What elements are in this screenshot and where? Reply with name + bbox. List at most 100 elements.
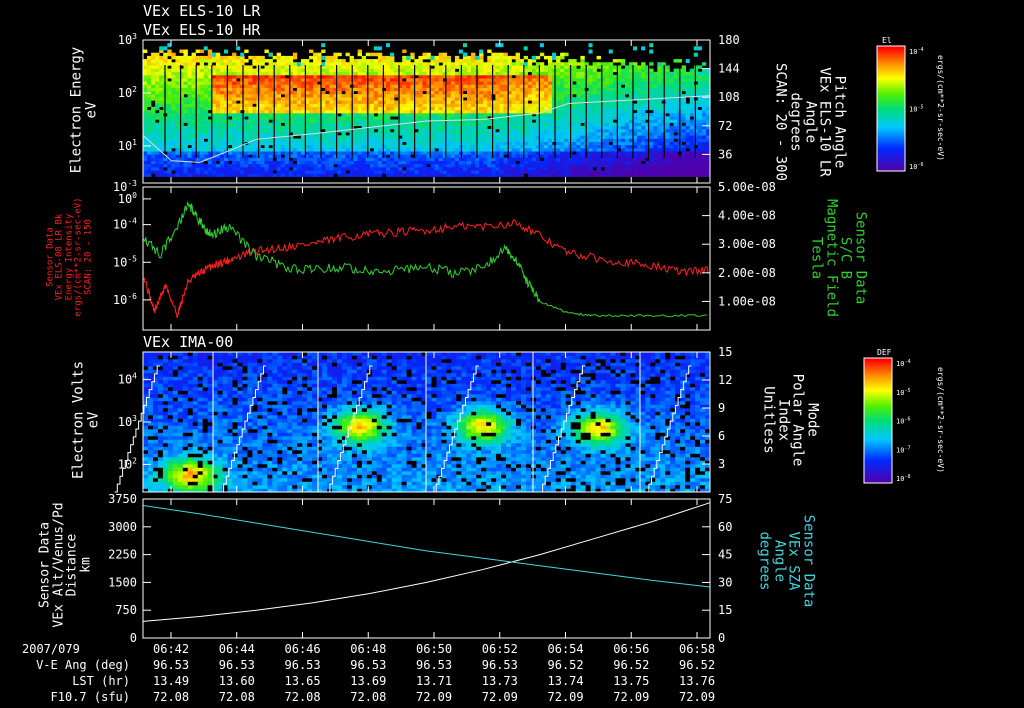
panel3-sweep-line <box>646 365 692 493</box>
panel4-ylabel: Sensor Data VEx Alt/Venus/Pd Distance km <box>37 502 94 628</box>
panel3-right-label: Mode Polar Angle Index Unitless <box>760 373 821 467</box>
panel2-rtick-label: 2.00e-08 <box>718 266 776 280</box>
eph-value: 96.53 <box>284 658 321 672</box>
panel3-title: VEx IMA-00 <box>143 333 234 351</box>
panel3-sweep-line <box>433 365 479 493</box>
colorbar1 <box>876 45 906 172</box>
panel4-ytick-label: 1500 <box>108 575 137 589</box>
panel1-rtick-label: 108 <box>718 90 740 104</box>
panel4-rtick-label: 0 <box>718 631 725 645</box>
panel2-ytick-label: 10-6 <box>113 292 137 307</box>
eph-row-label: LST (hr) <box>72 674 130 688</box>
eph-row-label: V-E Ang (deg) <box>36 658 130 672</box>
panel1-ytick-label: 103 <box>118 32 137 47</box>
colorbar3-unit: ergs/(cm**2-sr-sec-eV) <box>936 367 946 473</box>
panel1-rtick-label: 144 <box>718 62 740 76</box>
colorbar1-title: El <box>882 36 892 45</box>
panel4-rtick-label: 45 <box>718 548 732 562</box>
panel4-rtick-label: 75 <box>718 492 732 506</box>
eph-value: 96.53 <box>350 658 387 672</box>
colorbar3-tick: 10-8 <box>896 474 910 483</box>
colorbar3-tick: 10-4 <box>896 359 910 368</box>
eph-value: 96.52 <box>547 658 584 672</box>
panel1-right-label: Pitch Angle VEx ELS-10 LR Angle degrees SC… <box>772 62 848 182</box>
panel3-rtick-label: 9 <box>718 401 725 415</box>
panel4-ytick-label: 750 <box>115 603 137 617</box>
eph-value: 72.08 <box>284 690 321 704</box>
panel2-ytick-label: 10-4 <box>113 217 137 232</box>
panel1-ylabel: Electron Energy eV <box>68 46 99 174</box>
colorbar1-tick: 10-5 <box>909 105 923 114</box>
panel4-rtick-label: 30 <box>718 575 732 589</box>
panel2-rtick-label: 1.00e-08 <box>718 294 776 308</box>
panel1-frame <box>142 39 711 184</box>
eph-value: 13.69 <box>350 674 387 688</box>
eph-time: 06:54 <box>547 642 584 656</box>
eph-time: 06:44 <box>218 642 255 656</box>
eph-time: 06:46 <box>284 642 321 656</box>
panel2-rtick-label: 3.00e-08 <box>718 237 776 251</box>
eph-value: 96.52 <box>679 658 716 672</box>
panel2-ytick-label: 10-5 <box>113 254 137 269</box>
eph-time: 06:58 <box>679 642 716 656</box>
panel3-sweep-line <box>327 365 373 493</box>
panel4-ytick-label: 2250 <box>108 548 137 562</box>
eph-time: 06:48 <box>350 642 387 656</box>
panel1-pitch-line <box>142 95 711 163</box>
panel3-sweep-line <box>114 365 160 493</box>
panel2-series-line <box>142 219 709 319</box>
colorbar3-title: DEF <box>877 348 892 357</box>
panel3-rtick-label: 3 <box>718 457 725 471</box>
colorbar1-tick: 10-6 <box>909 162 923 171</box>
eph-time: 06:50 <box>416 642 453 656</box>
colorbar1-tick: 10-4 <box>909 47 923 56</box>
panel4-frame <box>142 498 711 639</box>
colorbar3 <box>863 357 893 484</box>
eph-value: 13.76 <box>679 674 716 688</box>
eph-time: 06:42 <box>153 642 190 656</box>
panel2-ylabel: Sensor Data VEx ELS-08 LR Bk Energy Inten… <box>45 197 94 317</box>
panel3-rtick-label: 6 <box>718 429 725 443</box>
panel1-ytick-label: 101 <box>118 138 137 153</box>
eph-value: 13.65 <box>284 674 321 688</box>
eph-value: 13.49 <box>153 674 190 688</box>
panel3-ytick-label: 104 <box>118 372 137 387</box>
panel3-ytick-label: 102 <box>118 456 137 471</box>
panel3-ytick-label: 103 <box>118 414 137 429</box>
eph-time: 06:52 <box>481 642 518 656</box>
panel2-rtick-label: 5.00e-08 <box>718 180 776 194</box>
eph-row-label: F10.7 (sfu) <box>50 690 130 704</box>
panel1-title-lr: VEx ELS-10 LR <box>143 2 261 20</box>
eph-value: 96.53 <box>218 658 255 672</box>
eph-value: 72.09 <box>613 690 650 704</box>
panel2-rtick-label: 4.00e-08 <box>718 209 776 223</box>
panel4-rtick-label: 60 <box>718 520 732 534</box>
panel4-ytick-label: 3000 <box>108 520 137 534</box>
eph-value: 96.52 <box>613 658 650 672</box>
eph-value: 96.53 <box>153 658 190 672</box>
colorbar3-tick: 10-5 <box>896 388 910 397</box>
panel2-frame <box>142 186 711 331</box>
eph-value: 13.71 <box>416 674 453 688</box>
panel3-rtick-label: 12 <box>718 373 732 387</box>
colorbar1-unit: ergs/(cm**2-sr-sec-eV) <box>936 55 946 161</box>
panel4-rtick-label: 15 <box>718 603 732 617</box>
panel1-ytick-label: 102 <box>118 85 137 100</box>
eph-value: 72.08 <box>350 690 387 704</box>
eph-value: 13.60 <box>218 674 255 688</box>
panel1-title-hr: VEx ELS-10 HR <box>143 21 261 39</box>
eph-time: 06:56 <box>613 642 650 656</box>
colorbar3-tick: 10-7 <box>896 445 910 454</box>
panel4-series-line <box>142 504 711 588</box>
panel4-ytick-label: 3750 <box>108 492 137 506</box>
eph-value: 96.53 <box>481 658 518 672</box>
panel1-rtick-label: 180 <box>718 33 740 47</box>
panel4-series-line <box>142 502 711 622</box>
eph-date: 2007/079 <box>22 642 80 656</box>
panel3-ylabel: Electron Volts eV <box>70 360 101 480</box>
panel2-ytick-label: 10-3 <box>113 179 137 194</box>
eph-value: 72.09 <box>547 690 584 704</box>
panel1-rtick-label: 36 <box>718 147 732 161</box>
panel1-rtick-label: 72 <box>718 119 732 133</box>
